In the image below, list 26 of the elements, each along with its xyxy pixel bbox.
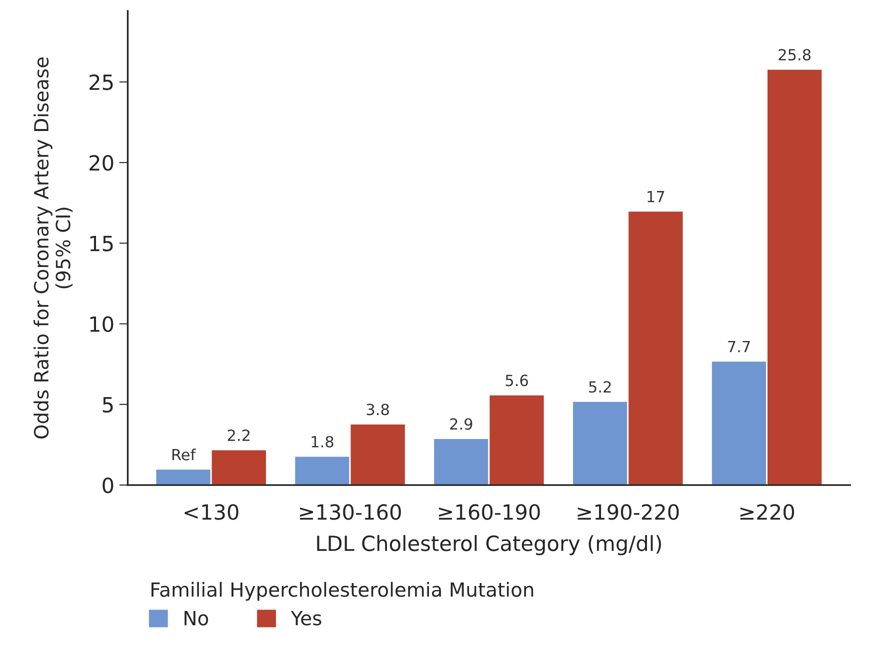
x-tick-label: <130 <box>184 504 238 520</box>
x-axis-title: LDL Cholesterol Category (mg/dl) <box>317 535 661 556</box>
legend-label: No <box>184 611 208 626</box>
data-label: 2.9 <box>450 418 472 430</box>
data-label: 5.6 <box>506 374 528 386</box>
data-label: 2.2 <box>228 429 250 441</box>
data-label: 7.7 <box>728 341 750 352</box>
x-tick-label: ≥220 <box>740 504 794 520</box>
y-tick-label: 15 <box>90 236 113 252</box>
x-tick-label: ≥190-220 <box>578 504 679 520</box>
data-label: 17 <box>648 191 664 202</box>
y-tick-label: 0 <box>102 477 114 494</box>
legend-title: Familial Hypercholesterolemia Mutation <box>152 582 534 601</box>
data-label: 1.8 <box>312 436 334 448</box>
y-tick-label: 25 <box>90 74 113 90</box>
y-tick-label: 5 <box>102 397 113 413</box>
data-label: 25.8 <box>778 48 811 60</box>
x-tick-label: ≥130-160 <box>300 504 401 520</box>
y-axis-title: Odds Ratio for Coronary Artery Disease (95% CI) <box>34 57 73 439</box>
data-label: 5.2 <box>589 381 611 393</box>
data-label: 3.8 <box>366 404 389 416</box>
x-tick-label: ≥160-190 <box>438 504 540 520</box>
y-tick-label: 10 <box>90 316 114 332</box>
y-tick-label: 20 <box>90 154 114 171</box>
legend-label: Yes <box>290 611 322 626</box>
data-label: Ref <box>172 448 196 460</box>
